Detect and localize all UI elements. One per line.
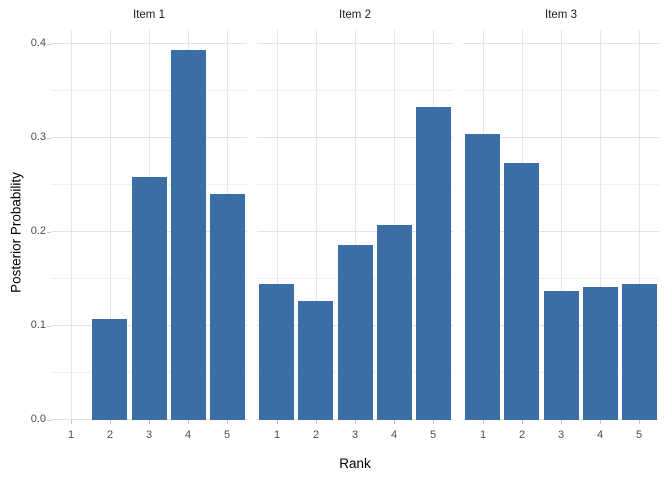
- x-tick-mark: [316, 420, 317, 424]
- gridline-major-y: [257, 137, 453, 138]
- gridline-minor-y: [257, 90, 453, 91]
- facet-panel-3: [463, 30, 659, 420]
- gridline-major-y: [257, 231, 453, 232]
- bar-item-3-rank-3: [544, 291, 579, 420]
- x-tick-label: 3: [145, 429, 153, 441]
- bar-item-3-rank-1: [465, 134, 500, 420]
- gridline-x: [316, 30, 317, 420]
- bar-item-1-rank-2: [92, 319, 127, 420]
- x-tick-label: 3: [351, 429, 359, 441]
- x-tick-mark: [483, 420, 484, 424]
- gridline-major-y: [463, 231, 659, 232]
- gridline-minor-y: [257, 184, 453, 185]
- bar-item-2-rank-2: [298, 301, 333, 420]
- gridline-x: [110, 30, 111, 420]
- facet-title-item-2: Item 2: [339, 9, 371, 21]
- bar-item-1-rank-4: [171, 50, 206, 420]
- y-tick-label: 0.3: [30, 131, 46, 143]
- gridline-minor-y: [463, 90, 659, 91]
- x-tick-label: 4: [390, 429, 398, 441]
- x-tick-label: 2: [518, 429, 526, 441]
- gridline-x: [277, 30, 278, 420]
- facet-panel-1: [51, 30, 247, 420]
- x-tick-mark: [394, 420, 395, 424]
- bar-item-1-rank-3: [132, 177, 167, 420]
- gridline-x: [639, 30, 640, 420]
- bar-item-2-rank-3: [338, 245, 373, 420]
- y-tick-mark: [47, 44, 51, 45]
- facet-title-item-1: Item 1: [133, 9, 165, 21]
- bar-item-3-rank-2: [504, 163, 539, 420]
- x-tick-label: 1: [67, 429, 75, 441]
- x-tick-mark: [227, 420, 228, 424]
- gridline-major-y: [463, 137, 659, 138]
- facet-panel-2: [257, 30, 453, 420]
- bar-item-3-rank-5: [622, 284, 657, 420]
- y-tick-mark: [47, 326, 51, 327]
- x-tick-mark: [149, 420, 150, 424]
- x-tick-label: 4: [184, 429, 192, 441]
- x-tick-label: 5: [429, 429, 437, 441]
- gridline-minor-y: [463, 278, 659, 279]
- bar-item-1-rank-5: [210, 194, 245, 420]
- y-tick-mark: [47, 232, 51, 233]
- x-tick-mark: [110, 420, 111, 424]
- gridline-x: [600, 30, 601, 420]
- x-tick-mark: [561, 420, 562, 424]
- x-tick-label: 2: [312, 429, 320, 441]
- y-tick-label: 0.4: [30, 37, 46, 49]
- x-tick-label: 5: [223, 429, 231, 441]
- gridline-x: [561, 30, 562, 420]
- y-tick-mark: [47, 420, 51, 421]
- gridline-major-y: [51, 43, 247, 44]
- bar-item-3-rank-4: [583, 287, 618, 420]
- x-tick-label: 3: [557, 429, 565, 441]
- y-tick-label: 0.0: [30, 413, 46, 425]
- gridline-minor-y: [463, 184, 659, 185]
- x-tick-mark: [71, 420, 72, 424]
- y-tick-label: 0.2: [30, 225, 46, 237]
- x-tick-mark: [188, 420, 189, 424]
- x-tick-mark: [522, 420, 523, 424]
- x-tick-mark: [600, 420, 601, 424]
- y-tick-mark: [47, 138, 51, 139]
- bar-item-2-rank-1: [259, 284, 294, 420]
- gridline-major-y: [51, 137, 247, 138]
- x-tick-label: 5: [635, 429, 643, 441]
- x-tick-mark: [639, 420, 640, 424]
- x-axis-title: Rank: [339, 456, 371, 471]
- gridline-major-y: [257, 43, 453, 44]
- x-tick-label: 4: [596, 429, 604, 441]
- facet-title-item-3: Item 3: [545, 9, 577, 21]
- x-tick-mark: [355, 420, 356, 424]
- bar-item-2-rank-4: [377, 225, 412, 420]
- x-tick-label: 1: [273, 429, 281, 441]
- bar-item-2-rank-5: [416, 107, 451, 420]
- x-tick-label: 1: [479, 429, 487, 441]
- x-tick-label: 2: [106, 429, 114, 441]
- gridline-minor-y: [51, 90, 247, 91]
- gridline-x: [355, 30, 356, 420]
- y-tick-label: 0.1: [30, 319, 46, 331]
- x-tick-mark: [433, 420, 434, 424]
- gridline-major-y: [463, 43, 659, 44]
- gridline-x: [71, 30, 72, 420]
- x-tick-mark: [277, 420, 278, 424]
